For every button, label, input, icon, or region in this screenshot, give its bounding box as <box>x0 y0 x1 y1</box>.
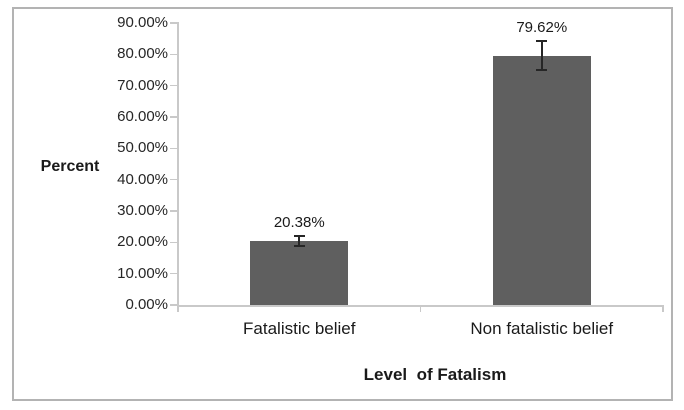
error-bar-cap-bottom <box>293 244 305 247</box>
bar-data-label: 20.38% <box>273 214 325 232</box>
x-axis-tick <box>177 305 179 312</box>
error-bar-cap-top <box>293 235 305 238</box>
y-axis-title: Percent <box>40 158 100 175</box>
x-category-label: Fatalistic belief <box>243 319 356 338</box>
error-bar-line <box>298 236 301 246</box>
y-axis-tick <box>170 22 178 24</box>
y-axis-tick <box>170 53 178 56</box>
y-tick-label: 80.00% <box>117 45 168 63</box>
x-category-label: Non fatalistic belief <box>470 319 614 338</box>
x-axis-tick <box>662 305 664 312</box>
y-axis-tick <box>170 147 178 150</box>
y-tick-label: 90.00% <box>117 14 168 31</box>
y-axis-tick <box>170 241 178 244</box>
y-tick-label: 40.00% <box>117 170 168 188</box>
y-tick-label: 60.00% <box>117 108 168 125</box>
error-bar-cap-top <box>536 40 548 43</box>
y-tick-label: 30.00% <box>117 202 168 219</box>
y-axis-tick <box>170 210 178 212</box>
bar-fatalistic-belief <box>250 241 349 305</box>
y-axis-tick <box>170 272 178 275</box>
y-tick-label: 70.00% <box>117 76 168 94</box>
bar-non-fatalistic-belief <box>492 55 591 305</box>
x-axis-title: Level of Fatalism <box>363 365 507 384</box>
y-tick-label: 10.00% <box>117 264 168 282</box>
error-bar-line <box>540 41 543 70</box>
y-axis-tick <box>170 84 178 87</box>
x-axis-tick <box>419 305 422 312</box>
y-tick-label: 20.00% <box>117 233 168 251</box>
y-axis-tick <box>170 304 178 306</box>
plot-area: 0.00% 10.00% 20.00% 30.00% 40.00% 50.00% 60.00… <box>14 9 671 399</box>
y-axis-tick <box>170 178 178 181</box>
chart-frame: Percent 0.00% 10.00% 20.00% 30.00% 40.00% 50.… <box>12 7 673 401</box>
y-tick-label: 0.00% <box>125 296 168 313</box>
y-tick-label: 50.00% <box>117 139 168 157</box>
y-axis-line <box>177 22 179 312</box>
error-bar-cap-bottom <box>536 68 548 71</box>
y-axis-tick <box>170 116 178 118</box>
bar-data-label: 79.62% <box>516 19 568 37</box>
